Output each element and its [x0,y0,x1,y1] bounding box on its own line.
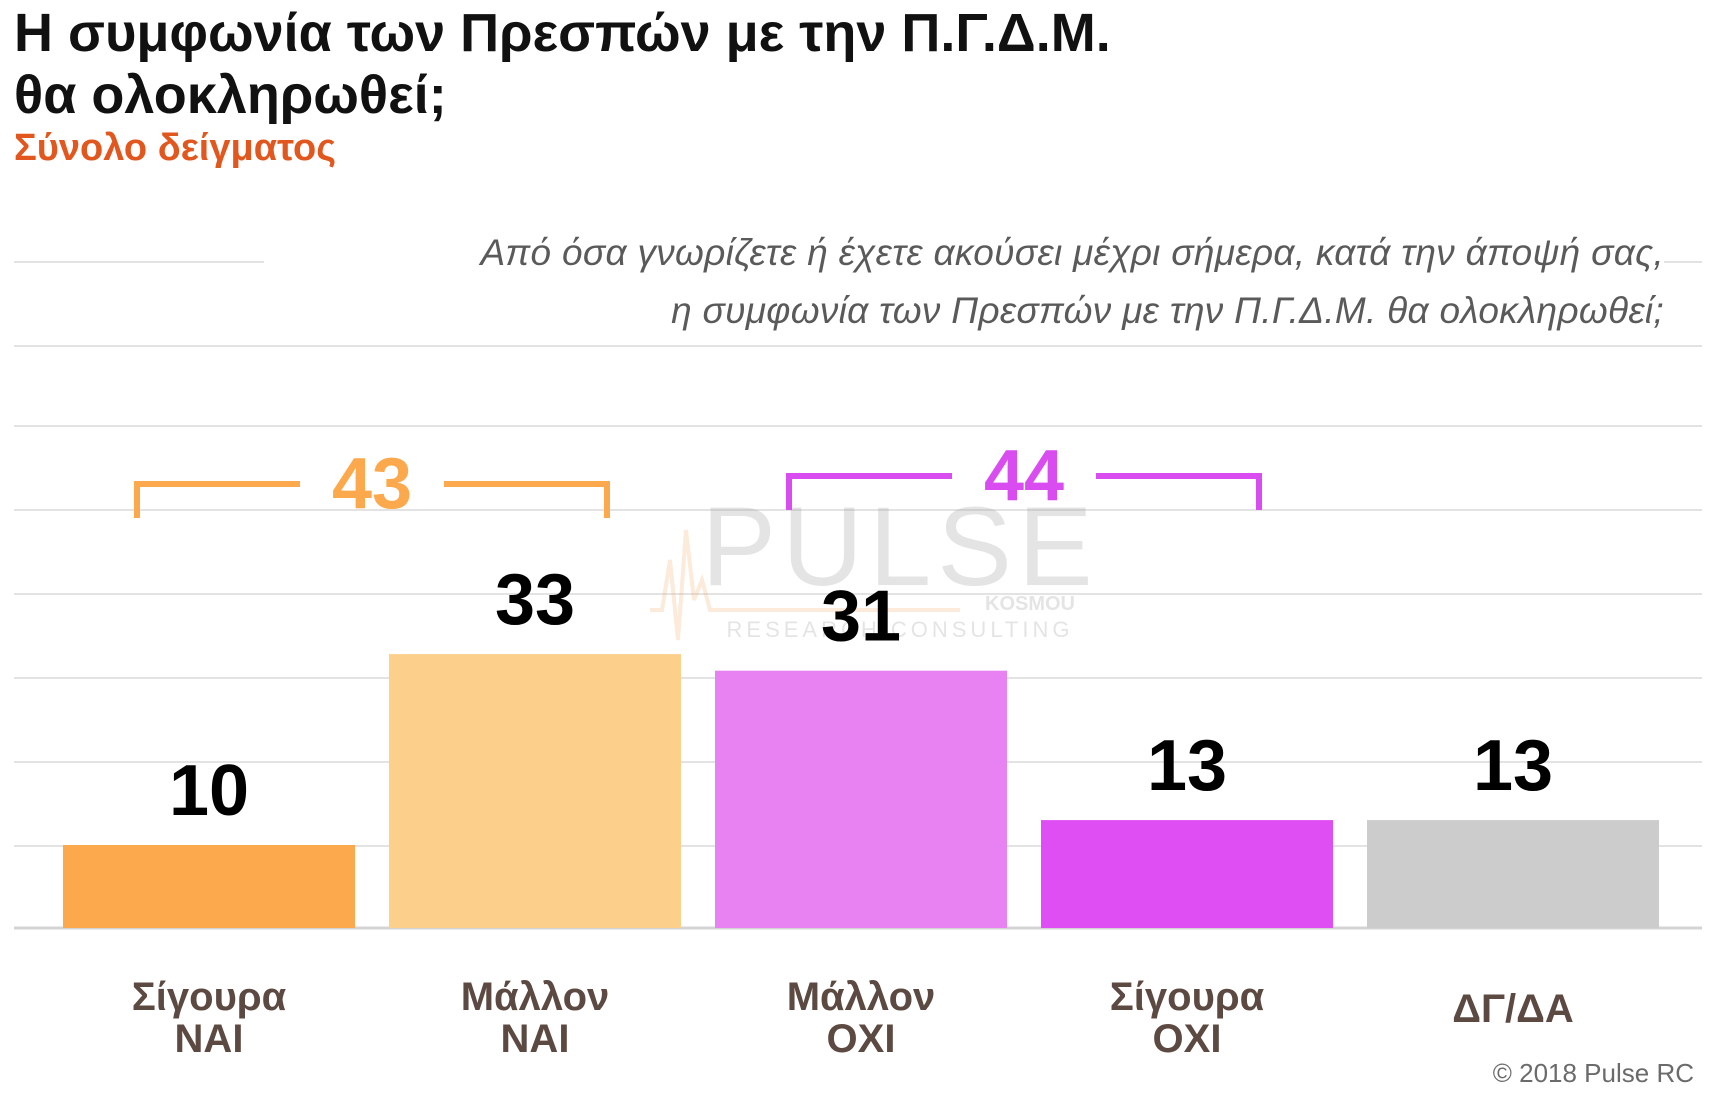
category-label-2-line-2: ΝΑΙ [501,1017,570,1061]
category-label-4-line-2: ΟΧΙ [1153,1017,1222,1061]
copyright-notice: © 2018 Pulse RC [1492,1058,1694,1088]
category-label-1-line-1: Σίγουρα [132,975,287,1019]
survey-question: Από όσα γνωρίζετε ή έχετε ακούσει μέχρι … [264,224,1664,340]
bar-5 [1367,820,1659,928]
bar-3 [715,670,1007,928]
bar-value-label-1: 10 [169,751,249,831]
bar-2 [389,654,681,928]
question-line-1: Από όσα γνωρίζετε ή έχετε ακούσει μέχρι … [472,232,1664,273]
question-line-1-wrap: Από όσα γνωρίζετε ή έχετε ακούσει μέχρι … [264,224,1664,282]
category-label-2-line-1: Μάλλον [461,975,610,1019]
category-label-3-line-1: Μάλλον [787,975,936,1019]
bar-value-label-3: 31 [821,577,901,657]
question-line-2-wrap: η συμφωνία των Πρεσπών με την Π.Γ.Δ.Μ. θ… [264,282,1664,340]
chart-value-labels: 10 33 31 13 13 [169,560,1553,831]
watermark-sub: RESEARCH CONSULTING [727,617,1074,642]
category-label-3-line-2: ΟΧΙ [827,1017,896,1061]
question-line-2: η συμφωνία των Πρεσπών με την Π.Γ.Δ.Μ. θ… [663,290,1664,331]
category-label-5-line-1: ΔΓ/ΔΑ [1452,987,1574,1031]
chart-category-labels: ΣίγουραΝΑΙΜάλλονΝΑΙΜάλλονΟΧΙΣίγουραΟΧΙΔΓ… [132,975,1574,1061]
group-bracket-1 [134,481,610,518]
watermark-pulse-line [650,529,960,641]
title-line-1: Η συμφωνία των Πρεσπών με την Π.Γ.Δ.Μ. [14,3,1111,63]
bar-value-label-2: 33 [495,560,575,640]
watermark-tag: KOSMOU [985,593,1075,615]
chart-group-brackets: 43 44 [134,436,1262,524]
watermark-brand: PULSE [701,484,1098,609]
bar-1 [63,845,355,928]
title-line-2: θα ολοκληρωθεί; [14,65,447,125]
group-total-label-1: 43 [332,444,412,524]
subtitle: Σύνολο δείγματος [14,127,336,169]
group-bracket-2 [786,473,1262,510]
bar-value-label-5: 13 [1473,726,1553,806]
category-label-4-line-1: Σίγουρα [1110,975,1265,1019]
group-total-label-2: 44 [984,436,1064,516]
chart-bars [63,654,1659,928]
bar-4 [1041,820,1333,928]
bar-value-label-4: 13 [1147,726,1227,806]
category-label-1-line-2: ΝΑΙ [175,1017,244,1061]
page-title: Η συμφωνία των Πρεσπών με την Π.Γ.Δ.Μ. θ… [14,2,1314,126]
pulse-watermark: PULSE KOSMOU RESEARCH CONSULTING [650,484,1098,642]
